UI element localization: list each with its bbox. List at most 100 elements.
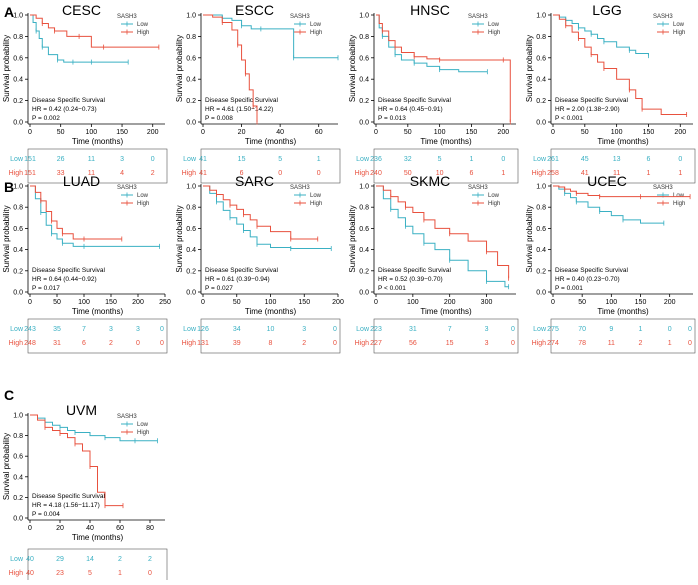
uvm-y-tick-label: 0.0 [13, 516, 23, 523]
luad-risk-high-count: 31 [53, 340, 61, 347]
lgg-y-axis-label: Survival probability [525, 35, 534, 102]
luad-y-tick-label: 0.6 [13, 226, 23, 233]
sarc-risk-table [200, 318, 341, 354]
uvm-legend-label-high: High [137, 430, 149, 436]
luad-title: LUAD [63, 173, 100, 189]
ucec-y-tick-label: 0.4 [536, 247, 546, 254]
uvm-curve-low [30, 414, 158, 442]
uvm-risk-table [27, 548, 168, 584]
lgg-risk-low-count: 261 [547, 156, 559, 163]
skmc-risk-row-label-low: Low [356, 326, 370, 333]
lgg-y-tick-label: 0.2 [536, 98, 546, 105]
escc-risk-high-count: 0 [317, 170, 321, 177]
sarc-legend-label-low: Low [310, 193, 322, 199]
uvm-y-tick-label: 0.4 [13, 474, 23, 481]
skmc-risk-low-count: 0 [511, 326, 515, 333]
uvm-p-text: P = 0.004 [32, 511, 60, 518]
lgg-title: LGG [592, 2, 622, 18]
escc-risk-table [200, 148, 341, 184]
uvm-risk-low-count: 2 [118, 556, 122, 563]
skmc-risk-high-count: 0 [511, 340, 515, 347]
escc-y-tick-label: 0.2 [186, 98, 196, 105]
ucec-x-tick-label: 100 [605, 299, 617, 306]
hnsc-x-axis-label: Time (months) [420, 137, 472, 146]
ucec-y-axis-label: Survival probability [525, 205, 534, 272]
luad-y-tick-label: 1.0 [13, 184, 23, 191]
uvm-y-tick-label: 0.2 [13, 495, 23, 502]
lgg-legend-title: SASH3 [653, 14, 673, 20]
escc-risk-low-count: 5 [278, 156, 282, 163]
cesc-risk-high-count: 33 [57, 170, 65, 177]
luad-x-tick-label: 50 [53, 299, 61, 306]
lgg-risk-table [550, 148, 696, 184]
cesc-risk-high-count: 151 [24, 170, 36, 177]
luad-y-axis-label: Survival probability [2, 205, 11, 272]
luad-risk-low-count: 7 [82, 326, 86, 333]
skmc-y-tick-label: 1.0 [359, 184, 369, 191]
ucec-risk-high-count: 0 [688, 340, 692, 347]
cesc-y-tick-label: 0.2 [13, 98, 23, 105]
luad-risk-low-count: 35 [53, 326, 61, 333]
skmc-risk-table [373, 318, 519, 354]
luad-hr-text: HR = 0.64 (0.44−0.92) [32, 276, 97, 283]
ucec-y-tick-label: 0.2 [536, 268, 546, 275]
hnsc-legend-label-low: Low [488, 22, 500, 28]
hnsc-p-text: P = 0.013 [378, 115, 406, 122]
escc-risk-low-count: 41 [199, 156, 207, 163]
escc-legend-label-low: Low [310, 22, 322, 28]
hnsc-x-tick-label: 0 [374, 129, 378, 136]
skmc-risk-low-count: 3 [485, 326, 489, 333]
escc-hr-text: HR = 4.61 (1.50−14.22) [205, 106, 273, 113]
uvm-x-tick-label: 0 [28, 525, 32, 532]
escc-risk-row-label-high: High [182, 170, 197, 177]
uvm-title: UVM [66, 402, 97, 418]
uvm-survival-type: Disease Specific Survival [32, 493, 106, 500]
ucec-risk-high-count: 1 [668, 340, 672, 347]
lgg-risk-low-count: 0 [678, 156, 682, 163]
skmc-x-tick-label: 100 [407, 299, 419, 306]
lgg-legend-label-high: High [673, 30, 685, 36]
cesc-x-axis-label: Time (months) [72, 137, 124, 146]
lgg-y-tick-label: 0.4 [536, 77, 546, 84]
luad-risk-low-count: 0 [160, 326, 164, 333]
sarc-x-tick-label: 200 [332, 299, 344, 306]
hnsc-x-tick-label: 100 [434, 129, 446, 136]
hnsc-risk-high-count: 240 [370, 170, 382, 177]
cesc-risk-high-count: 4 [120, 170, 124, 177]
hnsc-risk-high-count: 1 [501, 170, 505, 177]
ucec-risk-low-count: 9 [609, 326, 613, 333]
hnsc-legend-label-high: High [488, 30, 500, 36]
skmc-risk-high-count: 56 [409, 340, 417, 347]
skmc-curve-high [376, 185, 510, 279]
skmc-y-tick-label: 0.0 [359, 290, 369, 297]
lgg-risk-low-count: 6 [647, 156, 651, 163]
sarc-risk-high-count: 8 [269, 340, 273, 347]
cesc-x-tick-label: 150 [116, 129, 128, 136]
lgg-p-text: P < 0.001 [555, 115, 583, 122]
panel-label-b: B [4, 179, 14, 195]
hnsc-risk-high-count: 10 [436, 170, 444, 177]
cesc-risk-low-count: 11 [88, 156, 95, 163]
luad-legend-label-low: Low [137, 193, 149, 199]
uvm-legend-label-low: Low [137, 422, 149, 428]
escc-risk-high-count: 6 [240, 170, 244, 177]
uvm-y-tick-label: 0.8 [13, 433, 23, 440]
skmc-x-axis-label: Time (months) [420, 307, 472, 316]
lgg-risk-high-count: 41 [581, 170, 589, 177]
ucec-risk-low-count: 1 [639, 326, 643, 333]
cesc-legend-title: SASH3 [117, 14, 137, 20]
luad-y-tick-label: 0.8 [13, 205, 23, 212]
sarc-risk-high-count: 39 [233, 340, 241, 347]
sarc-risk-low-count: 3 [302, 326, 306, 333]
sarc-title: SARC [235, 173, 274, 189]
uvm-x-tick-label: 60 [116, 525, 124, 532]
skmc-x-tick-label: 300 [481, 299, 493, 306]
hnsc-risk-high-count: 50 [404, 170, 412, 177]
ucec-risk-low-count: 70 [578, 326, 586, 333]
cesc-legend-label-low: Low [137, 22, 149, 28]
hnsc-legend-title: SASH3 [468, 14, 488, 20]
luad-risk-high-count: 6 [82, 340, 86, 347]
ucec-y-tick-label: 0.6 [536, 226, 546, 233]
sarc-risk-low-count: 10 [267, 326, 275, 333]
skmc-y-tick-label: 0.4 [359, 247, 369, 254]
